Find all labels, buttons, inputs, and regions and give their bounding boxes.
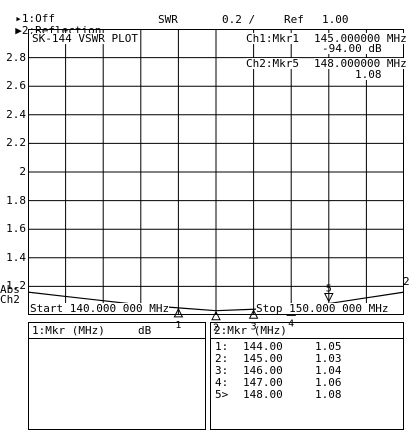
format-label: SWR — [158, 13, 178, 26]
ch1-marker-label: Ch1:Mkr1 — [246, 32, 299, 45]
ref-label: Ref — [284, 13, 304, 26]
y-tick-label: 2.2 — [6, 136, 26, 150]
scale-label: 0.2 / — [222, 13, 256, 26]
marker-2-label: 2 — [213, 323, 219, 334]
table-row: 1: 144.00 1.05 — [215, 340, 342, 396]
y-tick-label: 1.4 — [6, 250, 26, 264]
marker-5-active-icon — [323, 293, 334, 303]
y-tick-label: 2 — [19, 165, 26, 178]
abs-label: Abs — [0, 283, 20, 296]
ch2-marker-value: 1.08 — [355, 68, 382, 81]
trace2-indicator: ▶2:Reflection — [2, 14, 101, 36]
marker-value: 1.08 — [315, 388, 342, 401]
y-tick-label: 2.6 — [6, 79, 26, 93]
marker-2-icon — [211, 310, 221, 321]
marker-id: 1: — [215, 340, 229, 353]
divider — [29, 338, 205, 339]
marker-freq: 145.00 — [243, 352, 283, 365]
table-row: 2: 145.00 1.03 — [215, 352, 342, 408]
marker-3-icon — [248, 309, 259, 319]
ch1-marker-freq: 145.000000 MHz — [314, 32, 407, 45]
ch2-label: Ch2 — [0, 293, 20, 306]
marker-value: 1.06 — [315, 376, 342, 389]
y-tick-label: 2.4 — [6, 107, 26, 121]
trace-end-label: 2 — [403, 275, 410, 288]
ch2-marker-label: Ch2:Mkr5 — [246, 57, 299, 70]
marker-id: 5> — [215, 388, 229, 401]
y-tick-label: 2.8 — [6, 50, 26, 64]
trace-active-pointer-icon: ▶ — [15, 24, 22, 37]
marker-id: 2: — [215, 352, 229, 365]
plot-title: SK-144 VSWR PLOT — [32, 32, 138, 45]
y-tick-label: 1.8 — [6, 193, 26, 207]
y-tick-label: 1.6 — [6, 222, 26, 236]
y-tick-label: 1.2 — [6, 279, 26, 293]
marker-table-ch2-header: 2:Mkr (MHz) — [214, 324, 287, 337]
table-row: 4: 147.00 1.06 — [215, 376, 342, 432]
marker-3-label: 3 — [251, 321, 257, 332]
ch1-marker-value: -94.00 dB — [322, 42, 382, 55]
ch2-marker-freq: 148.000000 MHz — [314, 57, 407, 70]
marker-1-label: 1 — [175, 320, 181, 331]
ref-value: 1.00 — [322, 13, 349, 26]
marker-value: 1.03 — [315, 352, 342, 365]
marker-table-ch1-header: 1:Mkr (MHz) dB — [32, 324, 152, 337]
marker-freq: 146.00 — [243, 364, 283, 377]
trace2-label: 2:Reflection — [21, 24, 102, 37]
trace1-label: 1:Off — [21, 12, 55, 25]
marker-freq: 144.00 — [243, 340, 283, 353]
table-row: 3: 146.00 1.04 — [215, 364, 342, 420]
marker-table-ch1: 1:Mkr (MHz) dB — [28, 322, 206, 430]
divider — [211, 338, 403, 339]
marker-value: 1.04 — [315, 364, 342, 377]
stop-frequency: Stop 150.000 000 MHz — [256, 302, 389, 315]
marker-4-label: 4 — [288, 318, 294, 329]
marker-freq: 148.00 — [243, 388, 283, 401]
marker-1-icon — [173, 307, 184, 318]
start-frequency: Start 140.000 000 MHz — [30, 302, 170, 315]
trace1-indicator: ▸1:Off — [2, 2, 55, 24]
marker-value: 1.05 — [315, 340, 342, 353]
marker-5-label: 5 — [326, 284, 332, 295]
marker-freq: 147.00 — [243, 376, 283, 389]
marker-id: 3: — [215, 364, 229, 377]
marker-id: 4: — [215, 376, 229, 389]
table-row: 5> 148.00 1.08 — [215, 388, 342, 444]
marker-table-ch2: 2:Mkr (MHz) 1: 144.00 1.05 2: 145.00 1.0… — [210, 322, 404, 430]
trace-pointer-icon: ▸ — [15, 12, 22, 25]
